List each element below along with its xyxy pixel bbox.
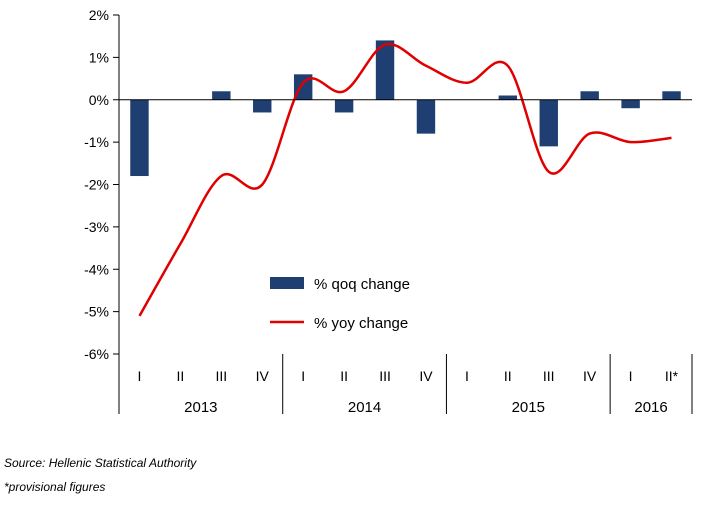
y-tick-label: -4% [84,261,109,277]
quarter-label: I [138,368,142,384]
quarter-label: III [543,368,555,384]
quarter-label: I [301,368,305,384]
year-label: 2015 [512,399,545,416]
quarter-label: III [379,368,391,384]
qoq-bar [498,95,518,100]
legend: % qoq change % yoy change [270,276,410,332]
quarter-label: I [629,368,633,384]
x-axis: I II III IV I II III IV I II III IV I II*2013 2014 2015… [119,99,693,416]
yoy-line-group [138,42,672,317]
y-tick-label: -3% [84,219,109,235]
qoq-bar [334,99,354,113]
quarter-label: IV [419,368,433,384]
quarter-label: II [340,368,348,384]
yoy-line [138,42,672,317]
qoq-bar [416,99,436,134]
qoq-bar [253,99,272,113]
qoq-yoy-chart: 2%1%0%-1%-2%-3%-4%-5%-6% I II III IV I II III I… [84,7,693,416]
qoq-bar [662,91,681,100]
y-tick-label: 1% [89,49,109,65]
legend-bar-swatch [270,277,304,289]
y-tick-label: 2% [89,7,109,23]
source-note: Source: Hellenic Statistical Authority [4,456,197,470]
quarter-label: II* [665,368,679,384]
legend-yoy-label: % yoy change [314,315,408,332]
quarter-label: II [504,368,512,384]
y-tick-label: -1% [84,134,109,150]
legend-qoq-label: % qoq change [314,276,410,293]
qoq-bar [375,40,395,100]
qoq-bars [130,40,681,177]
y-axis: 2% 1% 0% -1% -2% -3% -4% -5% -6% [84,7,120,414]
year-label: 2014 [348,399,381,416]
quarter-label: I [465,368,469,384]
qoq-bar [580,91,599,100]
y-tick-label: -6% [84,346,109,362]
qoq-bar [130,99,149,177]
y-tick-label: -5% [84,304,109,320]
year-label: 2016 [634,399,667,416]
y-tick-label: 0% [89,92,109,108]
quarter-label: IV [256,368,270,384]
qoq-bar [539,99,558,147]
year-label: 2013 [184,399,217,416]
y-tick-label: -2% [84,177,109,193]
qoq-bar [212,91,231,100]
quarter-label: IV [583,368,597,384]
qoq-bar [621,99,640,109]
qoq-bar [293,74,313,100]
quarter-label: III [215,368,227,384]
provisional-note: *provisional figures [4,480,106,494]
quarter-label: II [177,368,185,384]
